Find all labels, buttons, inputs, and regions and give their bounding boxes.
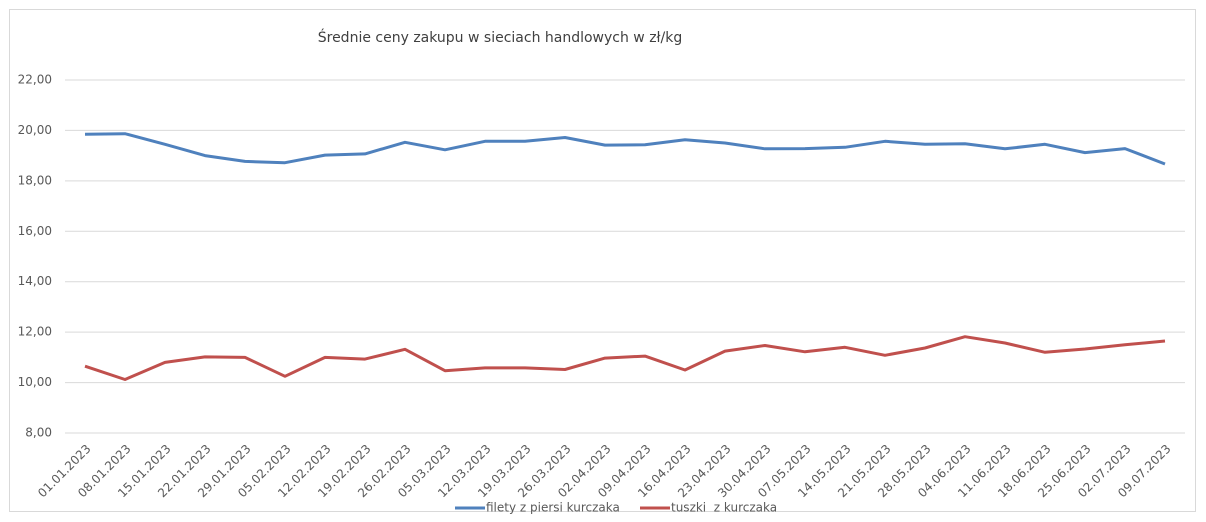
- y-tick-label: 16,00: [18, 224, 52, 238]
- y-tick-label: 12,00: [18, 325, 52, 339]
- y-tick-label: 22,00: [18, 73, 52, 87]
- series-line: [84, 335, 1166, 381]
- legend-label: filety z piersi kurczaka: [486, 501, 620, 515]
- y-tick-label: 14,00: [18, 274, 52, 288]
- y-tick-label: 10,00: [18, 375, 52, 389]
- series-line: [84, 132, 1166, 166]
- y-tick-label: 8,00: [25, 426, 52, 440]
- y-tick-label: 18,00: [18, 173, 52, 187]
- legend-label: tuszki z kurczaka: [671, 501, 777, 515]
- chart-frame: [9, 9, 1196, 512]
- y-tick-label: 20,00: [18, 123, 52, 137]
- chart-title: Średnie ceny zakupu w sieciach handlowyc…: [318, 28, 683, 46]
